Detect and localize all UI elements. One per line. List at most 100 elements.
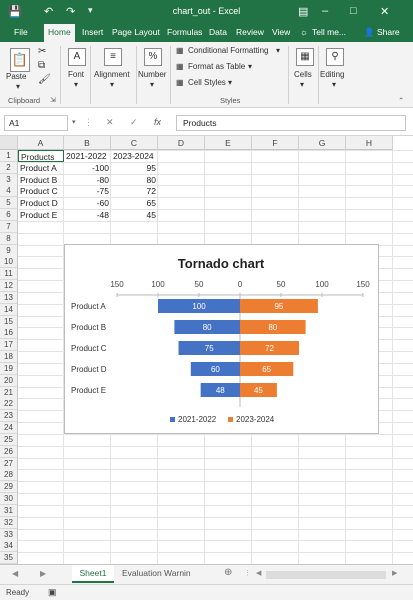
font-icon[interactable]: A [68,48,86,66]
row-header[interactable]: 22 [0,398,18,411]
cells-button[interactable]: Cells [294,70,312,79]
conditional-formatting-button[interactable]: Conditional Formatting [188,46,269,55]
row-header[interactable]: 28 [0,469,18,482]
column-header-c[interactable]: C [111,136,158,150]
macro-record-icon[interactable]: ▣ [48,587,57,597]
tab-data[interactable]: Data [209,27,227,37]
cells-icon[interactable]: ▦ [296,48,314,66]
name-box[interactable]: A1 [4,115,68,131]
clipboard-launcher-icon[interactable]: ⇲ [50,97,56,104]
cell-styles-dropdown-icon[interactable]: ▾ [228,78,233,87]
conditional-formatting-dropdown-icon[interactable]: ▾ [276,46,281,55]
enter-icon[interactable]: ✓ [130,117,138,127]
row-header[interactable]: 4 [0,185,18,198]
row-header[interactable]: 20 [0,374,18,387]
tab-formulas[interactable]: Formulas [167,27,203,37]
cell-product[interactable]: Product D [20,198,58,209]
add-sheet-icon[interactable]: ⊕ [224,567,233,578]
row-header[interactable]: 27 [0,457,18,470]
font-button[interactable]: Font [68,70,85,79]
column-header-d[interactable]: D [158,136,205,150]
tab-view[interactable]: View [272,27,291,37]
cells-dropdown-icon[interactable]: ▾ [300,80,305,89]
sheet-tab-sheet1[interactable]: Sheet1 [72,565,114,583]
next-sheet-icon[interactable]: ▶ [40,569,47,578]
number-button[interactable]: Number [138,70,167,79]
font-dropdown-icon[interactable]: ▾ [74,80,79,89]
cell-product[interactable]: Product A [20,162,57,173]
cancel-icon[interactable]: ✕ [106,117,114,127]
row-header[interactable]: 25 [0,433,18,446]
cell-value[interactable]: -48 [96,210,109,221]
column-header-b[interactable]: B [64,136,111,150]
paste-icon[interactable]: 📋 [10,48,30,72]
row-header[interactable]: 13 [0,291,18,304]
share-button[interactable]: 👤 Share [364,27,400,37]
cell-value[interactable]: -60 [96,198,109,209]
row-header[interactable]: 16 [0,327,18,340]
row-header[interactable]: 6 [0,209,18,222]
editing-dropdown-icon[interactable]: ▾ [332,80,337,89]
alignment-dropdown-icon[interactable]: ▾ [110,80,115,89]
paste-button[interactable]: Paste [6,72,27,81]
row-header[interactable]: 23 [0,410,18,423]
row-header[interactable]: 14 [0,303,18,316]
format-painter-icon[interactable]: 🖌 [38,74,51,85]
find-icon[interactable]: ⚲ [326,48,344,66]
hscroll-left-icon[interactable]: ◀ [256,570,262,577]
cell-header[interactable]: 2023-2024 [113,151,154,161]
save-icon[interactable]: 💾 [8,6,22,18]
insert-function-button[interactable]: fx [154,117,162,127]
percent-icon[interactable]: % [144,48,162,66]
tab-page-layout[interactable]: Page Layout [112,27,160,37]
tab-review[interactable]: Review [236,27,264,37]
cell-product[interactable]: Product B [20,174,58,185]
alignment-button[interactable]: Alignment [94,70,130,79]
column-header-g[interactable]: G [299,136,346,150]
ribbon-display-icon[interactable]: ▤ [298,6,309,18]
column-header-e[interactable]: E [205,136,252,150]
tab-insert[interactable]: Insert [82,27,104,37]
tab-home[interactable]: Home [44,24,75,42]
row-header[interactable]: 15 [0,315,18,328]
column-header-f[interactable]: F [252,136,299,150]
row-header[interactable]: 7 [0,220,18,233]
number-dropdown-icon[interactable]: ▾ [150,80,155,89]
hscroll-right-icon[interactable]: ▶ [392,570,398,577]
cell-product[interactable]: Product E [20,210,58,221]
name-box-dropdown-icon[interactable]: ▾ [72,119,76,126]
row-header[interactable]: 2 [0,161,18,174]
editing-button[interactable]: Editing [320,70,345,79]
cell-value[interactable]: 65 [146,198,156,209]
row-header[interactable]: 9 [0,244,18,257]
close-icon[interactable]: ✕ [380,6,390,18]
cell-product[interactable]: Product C [20,186,58,197]
copy-icon[interactable]: ⧉ [38,60,46,71]
collapse-ribbon-icon[interactable]: ⌃ [398,96,405,105]
column-header-a[interactable]: A [18,136,64,150]
row-header[interactable]: 19 [0,362,18,375]
row-header[interactable]: 5 [0,197,18,210]
undo-icon[interactable]: ↶ [44,6,54,18]
row-header[interactable]: 21 [0,386,18,399]
row-header[interactable]: 33 [0,528,18,541]
row-header[interactable]: 31 [0,504,18,517]
row-header[interactable]: 18 [0,351,18,364]
row-header[interactable]: 24 [0,422,18,435]
row-header[interactable]: 30 [0,493,18,506]
row-header[interactable]: 35 [0,552,18,564]
formula-input[interactable]: Products [176,115,406,131]
customize-toolbar-icon[interactable]: ▾ [88,5,93,15]
format-as-table-dropdown-icon[interactable]: ▾ [248,62,253,71]
maximize-icon[interactable]: □ [350,5,357,17]
cell-a1[interactable]: Products [18,150,64,162]
cell-value[interactable]: 45 [146,210,156,221]
redo-icon[interactable]: ↷ [66,6,76,18]
row-header[interactable]: 12 [0,280,18,293]
prev-sheet-icon[interactable]: ◀ [12,569,19,578]
cell-value[interactable]: 95 [146,162,156,173]
paste-dropdown-icon[interactable]: ▾ [16,82,21,91]
format-as-table-button[interactable]: Format as Table [188,62,246,71]
tab-file[interactable]: File [14,27,28,37]
horizontal-scrollbar[interactable] [266,571,386,579]
